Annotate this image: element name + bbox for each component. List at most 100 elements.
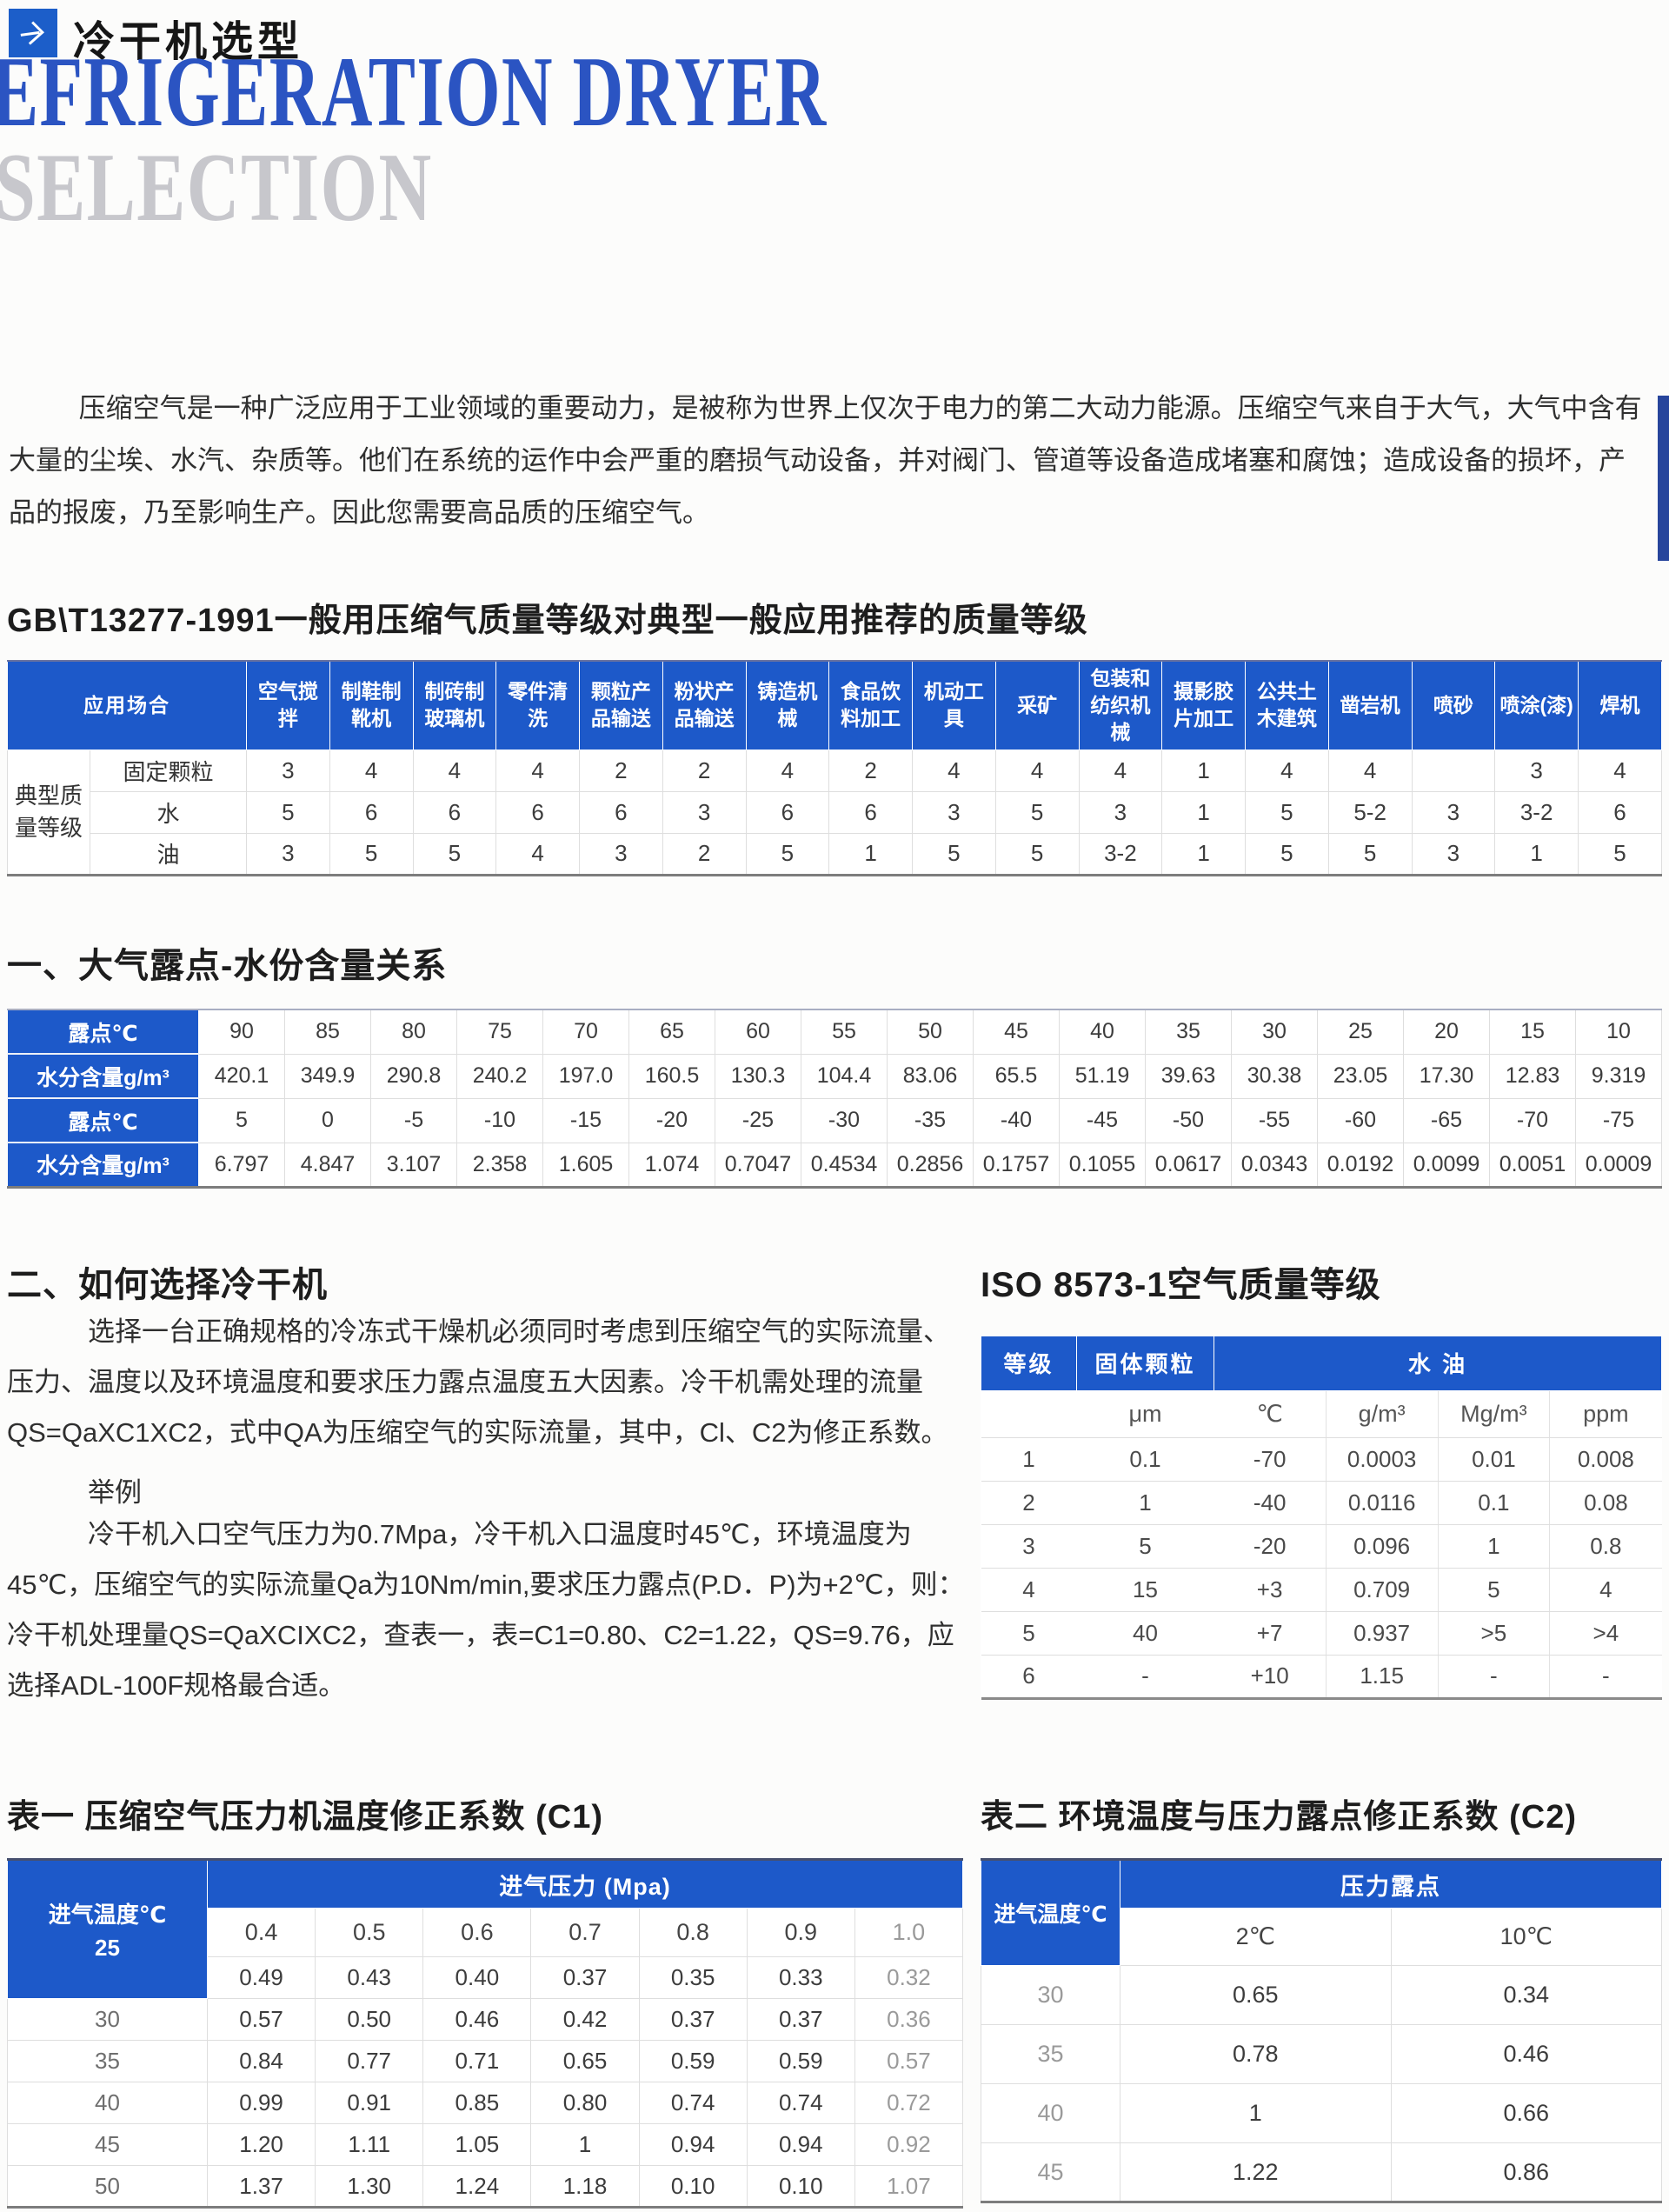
cell: 0.0192 <box>1317 1142 1404 1188</box>
cell: 0.74 <box>638 2082 748 2124</box>
cell: 1 <box>1120 2083 1392 2143</box>
gb-column-header: 颗粒产品输送 <box>579 661 663 750</box>
cell: 4 <box>329 749 414 792</box>
cell: 0.0099 <box>1403 1142 1490 1188</box>
cell: 0.91 <box>315 2082 424 2124</box>
c2-heading: 表二 环境温度与压力露点修正系数 (C2) <box>981 1799 1578 1836</box>
cell: 5 <box>329 832 414 876</box>
cell: 3-2 <box>1078 832 1163 876</box>
cell: 1.605 <box>542 1142 629 1188</box>
cell: 1.20 <box>206 2123 316 2166</box>
cell: 3 <box>1494 749 1579 792</box>
gb-table-heading: GB\T13277-1991一般用压缩气质量等级对典型一般应用推荐的质量等级 <box>7 603 1088 639</box>
cell: 6.797 <box>198 1142 285 1188</box>
cell: 6 <box>412 790 497 834</box>
cell: -30 <box>801 1097 888 1143</box>
gb-column-header: 焊机 <box>1578 661 1662 750</box>
cell: 349.9 <box>284 1053 371 1099</box>
cell: 3.107 <box>370 1142 457 1188</box>
cell: -5 <box>370 1097 457 1143</box>
cell: 17.30 <box>1403 1053 1490 1099</box>
cell: μm <box>1076 1389 1214 1438</box>
cell: 0.8 <box>1549 1523 1662 1569</box>
cell: 1.074 <box>628 1142 715 1188</box>
cell: 30 <box>1231 1009 1318 1055</box>
gb-column-header: 粉状产品输送 <box>662 661 747 750</box>
gb-column-header: 制砖制玻璃机 <box>412 661 497 750</box>
cell: 2 <box>981 1480 1077 1525</box>
cell: +10 <box>1214 1654 1327 1699</box>
cell: 0.01 <box>1437 1436 1550 1482</box>
c1-corner-cell: 进气温度℃ 25 <box>7 1859 208 1999</box>
cell: 0.2856 <box>887 1142 974 1188</box>
cell: ppm <box>1549 1389 1662 1438</box>
cell: 2 <box>662 749 747 792</box>
cell: 75 <box>456 1009 543 1055</box>
example-label: 举例 <box>88 1477 142 1508</box>
cell: 1 <box>828 832 913 876</box>
cell: 0.709 <box>1325 1567 1438 1612</box>
cell: 35 <box>1145 1009 1232 1055</box>
c2-temp: 30 <box>981 1965 1120 2025</box>
gb-column-header: 制鞋制靴机 <box>329 661 414 750</box>
cell: -35 <box>887 1097 974 1143</box>
cell: 3 <box>981 1523 1077 1569</box>
cell: 6 <box>329 790 414 834</box>
cell: 39.63 <box>1145 1053 1232 1099</box>
cell: 0.0009 <box>1575 1142 1662 1188</box>
cell: - <box>1437 1654 1550 1699</box>
cell: 50 <box>887 1009 974 1055</box>
iso-table: 等级 固体颗粒 水 油 μm ℃ g/m³ Mg/m³ ppm 1 0.1 -70 0.000… <box>981 1336 1662 1700</box>
cell: 2 <box>579 749 663 792</box>
cell: 5-2 <box>1327 790 1413 834</box>
cell: 0.37 <box>746 1998 855 2041</box>
cell: 0.65 <box>530 2040 640 2082</box>
gb-column-header: 采矿 <box>994 661 1080 750</box>
cell: 1 <box>1076 1480 1214 1525</box>
cell: 1 <box>1161 832 1246 876</box>
c2-table: 进气温度℃ 压力露点 2℃ 10℃ 30 0.65 0.34 35 0.78 0.46… <box>981 1858 1662 2203</box>
cell: 4 <box>1578 749 1662 792</box>
cell: 1.22 <box>1120 2142 1392 2202</box>
cell: 4 <box>1078 749 1163 792</box>
gb-column-header: 零件清洗 <box>495 661 580 750</box>
cell: 130.3 <box>715 1053 801 1099</box>
c2-temp: 45 <box>981 2142 1120 2202</box>
dew-row-label: 露点℃ <box>7 1098 199 1143</box>
cell: 0.1055 <box>1059 1142 1146 1188</box>
cell: 0.80 <box>530 2082 640 2124</box>
cell: -10 <box>456 1097 543 1143</box>
selection-guide-section: 二、如何选择冷干机 选择一台正确规格的冷冻式干燥机必须同时考虑到压缩空气的实际流… <box>7 1256 967 1711</box>
dewpoint-table: 露点℃ 90 85 80 75 70 65 60 55 50 45 40 35 30 25 20 15 10 水… <box>7 1009 1662 1189</box>
c1-temp: 30 <box>7 1998 208 2041</box>
c2-corner-cell: 进气温度℃ <box>981 1859 1120 1966</box>
cell: 0.08 <box>1549 1480 1662 1525</box>
c2-span-header: 压力露点 <box>1120 1859 1662 1909</box>
page-title-cn: 冷干机选型 <box>73 19 304 65</box>
gb-column-header: 机动工具 <box>912 661 996 750</box>
gb-quality-section: GB\T13277-1991一般用压缩气质量等级对典型一般应用推荐的质量等级 应… <box>7 593 1662 876</box>
page-title-en-line1: EFRIGERATION DRYER <box>0 37 828 148</box>
dew-row-label: 水分含量g/m³ <box>7 1143 199 1188</box>
cell: 15 <box>1076 1567 1214 1612</box>
gb-column-header: 凿岩机 <box>1327 661 1413 750</box>
cell: 4.847 <box>284 1142 371 1188</box>
cell: 6 <box>1578 790 1662 834</box>
cell: 10℃ <box>1390 1908 1662 1966</box>
cell: 0.34 <box>1390 1965 1662 2025</box>
cell: 4 <box>1245 749 1329 792</box>
cell: - <box>1076 1654 1214 1699</box>
c1-temp: 45 <box>7 2123 208 2166</box>
cell: 3 <box>1078 790 1163 834</box>
cell: -20 <box>1214 1523 1327 1569</box>
c1-temp: 40 <box>7 2082 208 2124</box>
cell: 4 <box>994 749 1080 792</box>
section1-heading: 一、大气露点-水份含量关系 <box>7 947 448 985</box>
cell: 4 <box>912 749 996 792</box>
cell: 0.6 <box>422 1908 532 1957</box>
cell: -20 <box>628 1097 715 1143</box>
example-paragraph: 冷干机入口空气压力为0.7Mpa，冷干机入口温度时45℃，环境温度为45℃，压缩… <box>7 1519 965 1701</box>
cell: 1 <box>1494 832 1579 876</box>
cell: 0.49 <box>206 1956 316 1999</box>
cell: 1.24 <box>422 2165 532 2208</box>
